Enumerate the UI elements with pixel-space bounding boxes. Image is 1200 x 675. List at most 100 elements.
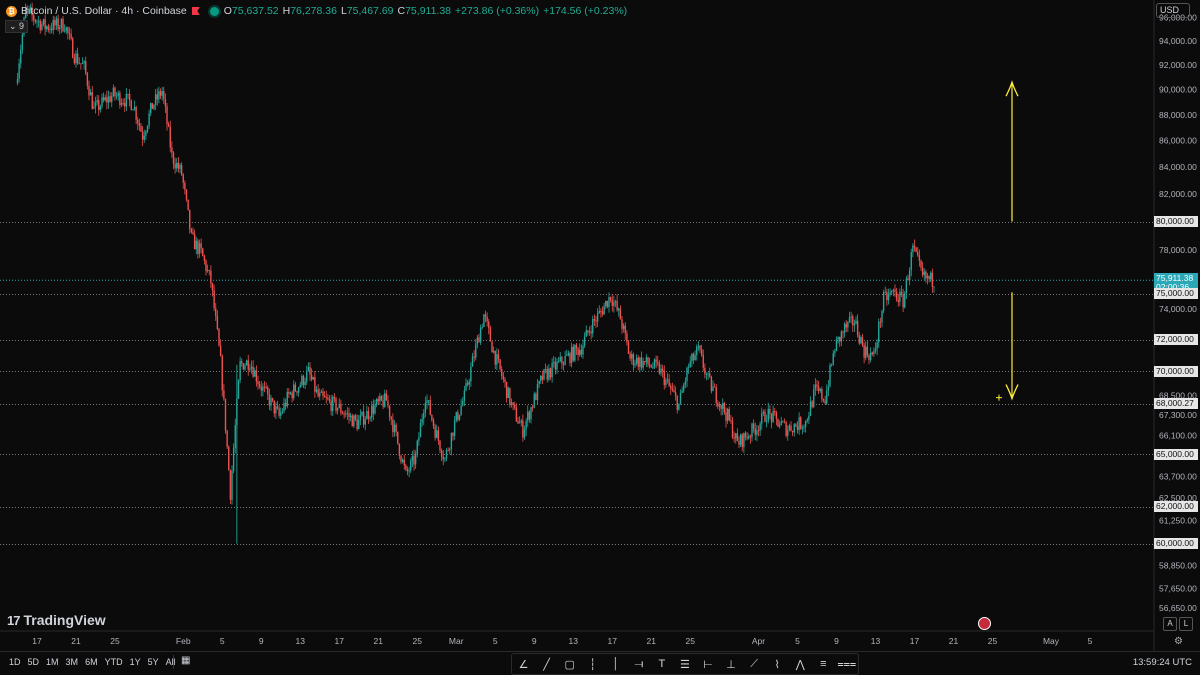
- candle-body: [299, 384, 301, 388]
- candle-body: [275, 406, 277, 414]
- tradingview-logo[interactable]: 17 TradingView: [7, 612, 106, 628]
- candle-body: [764, 411, 766, 422]
- timeframe-6m[interactable]: 6M: [85, 657, 98, 667]
- vertical-line-icon[interactable]: ┆: [589, 658, 597, 671]
- rectangle-icon[interactable]: ▢: [564, 658, 575, 671]
- candle-body: [348, 413, 350, 418]
- drawing-tools-icons[interactable]: ∠ ╱ ▢ ┆ │ ⟞ T ☰ ⊢ ⊥ ⟋ ⌇ ⋀ ≡ ⩶: [511, 653, 859, 675]
- symbol-header[interactable]: ₿ Bitcoin / U.S. Dollar · 4h · Coinbase …: [6, 3, 631, 19]
- candle-body: [320, 391, 323, 393]
- candle-body: [577, 348, 579, 356]
- timeframe-3m[interactable]: 3M: [65, 657, 79, 667]
- log-scale-button[interactable]: L: [1179, 617, 1193, 631]
- candle-body: [527, 411, 529, 421]
- candle-body: [514, 404, 516, 408]
- timeframe-1y[interactable]: 1Y: [129, 657, 141, 667]
- candle-body: [848, 317, 851, 322]
- candle-body: [476, 337, 479, 345]
- candle-body: [713, 386, 716, 388]
- candle-body: [442, 456, 444, 460]
- candle-body: [933, 286, 935, 288]
- candle-body: [354, 415, 357, 420]
- timeframe-selector[interactable]: 1D 5D 1M 3M 6M YTD 1Y 5Y All: [9, 657, 183, 667]
- level-tag: 75,000.00: [1154, 288, 1198, 300]
- candle-body: [830, 364, 833, 366]
- candle-body: [858, 335, 860, 344]
- candle-body: [241, 361, 243, 364]
- candle-body: [335, 398, 337, 411]
- candle-body: [364, 419, 366, 425]
- auto-scale-button[interactable]: A: [1163, 617, 1177, 631]
- flag-icon[interactable]: [191, 7, 200, 15]
- candle-body: [705, 374, 708, 375]
- candle-body: [141, 131, 144, 140]
- price-range-icon[interactable]: ⊥: [726, 658, 736, 671]
- text-icon[interactable]: T: [658, 658, 666, 670]
- horizontal-ray-icon[interactable]: ⟞: [634, 657, 644, 670]
- candle-body: [704, 367, 706, 375]
- candle-body: [900, 291, 903, 295]
- candle-body: [276, 406, 279, 409]
- candle-body: [700, 349, 703, 355]
- timeframe-5d[interactable]: 5D: [27, 657, 40, 667]
- candle-body: [91, 92, 93, 109]
- event-flag-icon[interactable]: [978, 617, 991, 630]
- brush-icon[interactable]: ⟋: [750, 657, 758, 670]
- timeframe-5y[interactable]: 5Y: [147, 657, 159, 667]
- trend-angle-icon[interactable]: ∠: [518, 658, 529, 671]
- pattern-icon[interactable]: ⋀: [795, 658, 805, 671]
- candle-body: [520, 420, 522, 423]
- timeframe-all[interactable]: All: [165, 657, 176, 667]
- candle-body: [590, 331, 592, 334]
- candle-body: [224, 398, 227, 431]
- long-position-icon[interactable]: ⊢: [703, 658, 713, 671]
- candle-body: [488, 321, 490, 329]
- candle-body: [910, 252, 912, 271]
- candle-body: [518, 422, 521, 424]
- candle-body: [229, 470, 232, 500]
- candle-body: [98, 100, 100, 110]
- timeframe-1d[interactable]: 1D: [9, 657, 21, 667]
- candle-body: [530, 407, 532, 420]
- time-axis[interactable]: 17 21 25 Feb 5 9 13 17 21 25 Mar 5 9 13 17 21 25 Apr 5 9 13 1…: [32, 636, 1092, 646]
- vertical-ray-icon[interactable]: │: [612, 658, 620, 670]
- candle-body: [882, 292, 885, 311]
- time-tick-label: 5: [1088, 636, 1093, 646]
- trend-line-icon[interactable]: ╱: [543, 658, 550, 671]
- candle-body: [401, 459, 404, 462]
- candle-body: [193, 233, 196, 250]
- candle-body: [525, 420, 527, 430]
- candle-body: [296, 391, 298, 393]
- candle-body: [501, 369, 503, 377]
- candle-body: [499, 359, 501, 370]
- time-tick-label: 21: [647, 636, 657, 646]
- timeframe-ytd[interactable]: YTD: [104, 657, 123, 667]
- fib-retracement-icon[interactable]: ☰: [680, 658, 690, 671]
- bitcoin-icon: ₿: [6, 5, 17, 17]
- indicator-count[interactable]: ⌄ 9: [5, 20, 29, 33]
- candle-body: [288, 392, 290, 394]
- symbol-title[interactable]: Bitcoin / U.S. Dollar · 4h · Coinbase: [21, 5, 187, 17]
- currency-button[interactable]: USD: [1156, 3, 1190, 18]
- candle-body: [245, 360, 248, 366]
- path-icon[interactable]: ⌇: [774, 658, 780, 671]
- candle-body: [712, 386, 714, 392]
- candle-body: [257, 381, 259, 385]
- candle-body: [811, 401, 813, 407]
- measure-icon[interactable]: ≡: [820, 658, 827, 670]
- candle-body: [567, 353, 570, 356]
- candle-body: [905, 278, 908, 294]
- candle-body: [421, 418, 423, 423]
- level-tag: 65,000.00: [1154, 448, 1198, 460]
- candle-body: [195, 240, 197, 250]
- clock[interactable]: 13:59:24 UTC: [1132, 657, 1192, 668]
- timeframe-1m[interactable]: 1M: [46, 657, 59, 667]
- candle-body: [541, 375, 544, 380]
- candle-body: [161, 90, 163, 96]
- price-tick-label: 92,000.00: [1159, 60, 1197, 70]
- calendar-range-icon[interactable]: ▦: [181, 655, 191, 666]
- candle-body: [496, 354, 498, 365]
- gear-icon[interactable]: ⚙: [1174, 636, 1183, 647]
- forecast-icon[interactable]: ⩶: [837, 657, 857, 670]
